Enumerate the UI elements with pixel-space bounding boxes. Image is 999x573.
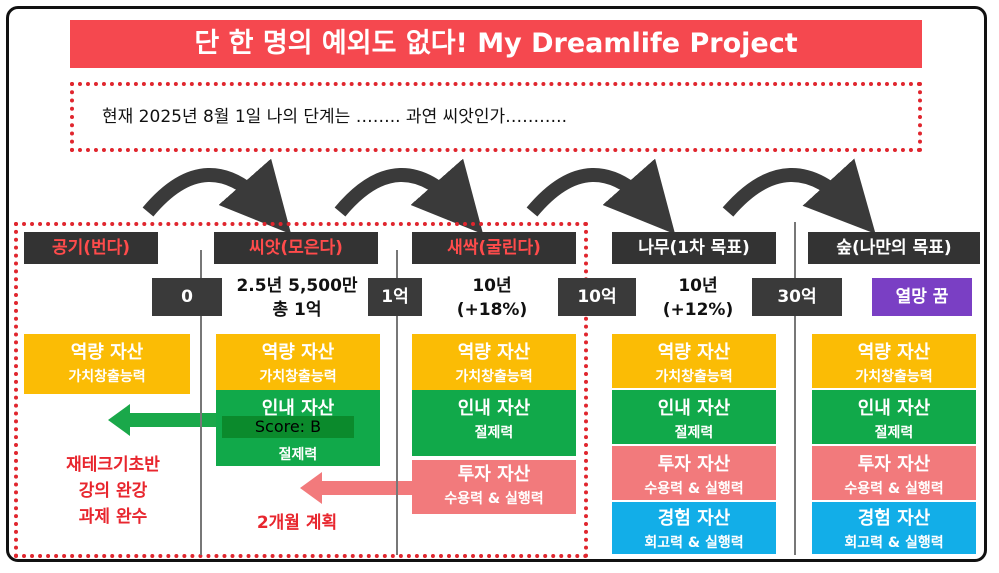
seed-info: 2.5년 5,500만 총 1억: [222, 274, 372, 322]
tree-capability-card: 역량 자산 가치창출능력: [612, 334, 776, 388]
tag-amount-0: 0: [152, 278, 222, 316]
air-task-3: 과제 완수: [78, 507, 148, 527]
current-zone-outline: [14, 222, 588, 558]
tree-info: 10년 (+12%): [638, 274, 758, 322]
stage-sprout-title: 새싹(굴린다): [412, 232, 576, 264]
seed-info-line1: 2.5년 5,500만: [236, 276, 358, 296]
curve-arrow-3: [526, 158, 676, 235]
stage-forest-title: 숲(나만의 목표): [808, 232, 980, 264]
seed-capability-card: 역량 자산 가치창출능력: [216, 334, 380, 392]
curve-arrow-1: [142, 158, 292, 235]
air-task-2: 강의 완강: [78, 481, 148, 501]
forest-patience-card: 인내 자산 절제력: [812, 390, 976, 444]
air-task-1: 재테크기초반: [66, 455, 160, 475]
tag-amount-10: 10억: [558, 278, 636, 316]
curve-arrow-2: [334, 158, 484, 235]
sprout-capability-card: 역량 자산 가치창출능력: [412, 334, 576, 390]
current-status-box: 현재 2025년 8월 1일 나의 단계는 …….. 과연 씨앗인가………..: [70, 82, 922, 152]
forest-investment-card: 투자 자산 수용력 & 실행력: [812, 446, 976, 500]
sprout-info-line1: 10년: [472, 276, 512, 296]
tag-amount-1: 1억: [368, 278, 422, 316]
tree-info-line1: 10년: [678, 276, 718, 296]
curve-arrow-4: [722, 158, 876, 234]
sprout-investment-card: 투자 자산 수용력 & 실행력: [412, 460, 576, 514]
stage-seed-title: 씨앗(모은다): [214, 232, 378, 264]
air-capability-card: 역량 자산 가치창출능력: [24, 334, 190, 394]
tree-info-line2: (+12%): [662, 300, 734, 320]
stage-air-title: 공기(번다): [24, 232, 158, 264]
pink-left-arrow: [300, 472, 460, 504]
tree-experience-card: 경험 자산 회고력 & 실행력: [612, 502, 776, 554]
green-left-arrow: [108, 404, 270, 436]
tag-amount-30: 30억: [752, 278, 842, 316]
air-tasks: 재테크기초반 강의 완강 과제 완수: [30, 452, 196, 530]
stage-tree-title: 나무(1차 목표): [612, 232, 776, 264]
divider-1: [200, 250, 202, 555]
forest-experience-card: 경험 자산 회고력 & 실행력: [812, 502, 976, 554]
tag-dream: 열망 꿈: [872, 278, 972, 316]
sprout-info: 10년 (+18%): [432, 274, 552, 322]
plan-label: 2개월 계획: [256, 513, 338, 533]
seed-info-line2: 총 1억: [272, 300, 322, 320]
score-badge: Score: B: [222, 416, 354, 438]
forest-capability-card: 역량 자산 가치창출능력: [812, 334, 976, 388]
current-status-text: 현재 2025년 8월 1일 나의 단계는 …….. 과연 씨앗인가………..: [102, 107, 567, 127]
tree-investment-card: 투자 자산 수용력 & 실행력: [612, 446, 776, 500]
divider-2: [396, 250, 398, 555]
tree-patience-card: 인내 자산 절제력: [612, 390, 776, 444]
project-banner: 단 한 명의 예외도 없다! My Dreamlife Project: [70, 20, 922, 68]
sprout-patience-card: 인내 자산 절제력: [412, 390, 576, 456]
sprout-info-line2: (+18%): [456, 300, 528, 320]
divider-3: [794, 222, 796, 555]
